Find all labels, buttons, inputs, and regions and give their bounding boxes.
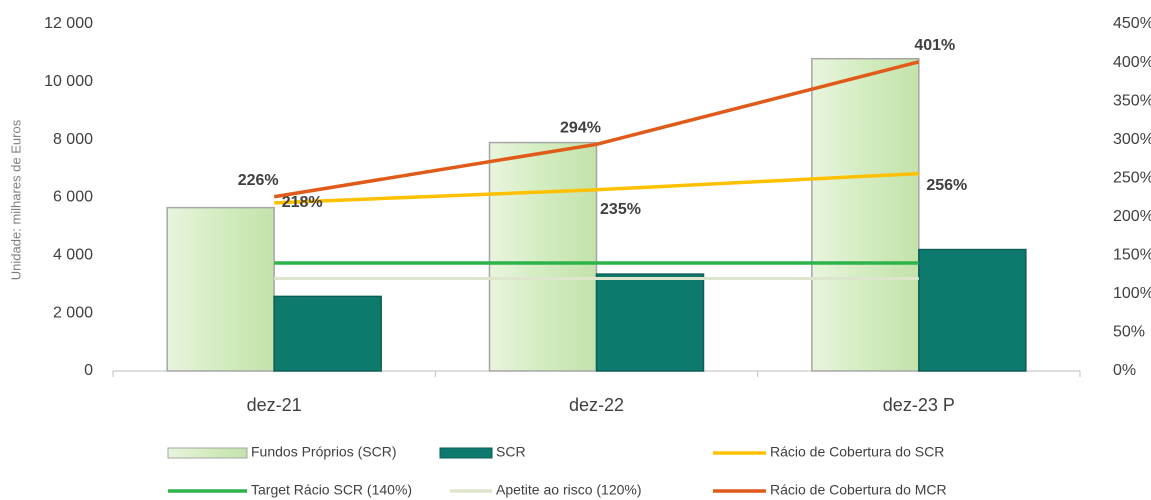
y-tick-label: 4 000 [53, 247, 93, 264]
y2-tick-label: 150% [1113, 247, 1151, 264]
bar [595, 273, 705, 372]
x-tick-label: dez-22 [569, 395, 624, 415]
y2-tick-label: 350% [1113, 92, 1151, 109]
line [273, 60, 920, 199]
y-tick-label: 0 [84, 362, 93, 379]
x-tick-label: dez-23 P [883, 395, 955, 415]
value-label: 294% [560, 120, 601, 137]
bar [811, 57, 920, 372]
value-label: 218% [282, 194, 323, 211]
value-label: 256% [926, 177, 967, 194]
legend-label: Fundos Próprios (SCR) [251, 444, 397, 460]
legend-label: Target Rácio SCR (140%) [251, 482, 412, 498]
y2-tick-label: 400% [1113, 54, 1151, 71]
y-tick-label: 8 000 [53, 131, 93, 148]
line [274, 171, 919, 205]
y-tick-label: 10 000 [44, 73, 93, 90]
legend-label: Rácio de Cobertura do MCR [770, 482, 947, 498]
y2-tick-label: 450% [1113, 15, 1151, 32]
bar [273, 295, 382, 372]
y-tick-label: 2 000 [53, 304, 93, 321]
legend-label: Rácio de Cobertura do SCR [770, 444, 944, 460]
bar [488, 141, 598, 372]
value-label: 235% [600, 201, 641, 218]
y2-tick-label: 0% [1113, 362, 1136, 379]
y-axis-label: Unidade: milhares de Euros [8, 119, 23, 280]
y2-tick-label: 50% [1113, 324, 1145, 341]
legend-swatch [167, 447, 248, 459]
x-tick-label: dez-21 [247, 395, 302, 415]
value-label: 401% [914, 37, 955, 54]
y-tick-label: 12 000 [44, 15, 93, 32]
y-tick-label: 6 000 [53, 189, 93, 206]
y2-tick-label: 300% [1113, 131, 1151, 148]
bar [166, 206, 275, 372]
legend-swatch [439, 447, 493, 459]
y2-tick-label: 100% [1113, 285, 1151, 302]
y2-tick-label: 250% [1113, 169, 1151, 186]
legend-label: Apetite ao risco (120%) [496, 482, 642, 498]
bar [918, 248, 1027, 372]
legend-label: SCR [496, 444, 526, 460]
y2-tick-label: 200% [1113, 208, 1151, 225]
value-label: 226% [238, 172, 279, 189]
